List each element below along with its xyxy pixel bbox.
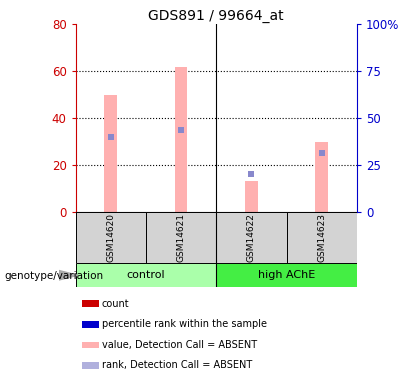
- Bar: [315, 142, 328, 212]
- Bar: [216, 262, 357, 287]
- Bar: [216, 212, 287, 262]
- Text: high AChE: high AChE: [258, 270, 315, 280]
- Text: GSM14621: GSM14621: [177, 213, 186, 262]
- Text: GSM14623: GSM14623: [318, 213, 326, 262]
- Bar: [82, 362, 99, 369]
- Bar: [146, 212, 216, 262]
- Bar: [105, 95, 117, 212]
- Bar: [82, 321, 99, 327]
- Bar: [82, 300, 99, 307]
- Text: value, Detection Call = ABSENT: value, Detection Call = ABSENT: [102, 340, 257, 350]
- Text: percentile rank within the sample: percentile rank within the sample: [102, 319, 267, 329]
- Bar: [76, 212, 146, 262]
- Text: count: count: [102, 298, 129, 309]
- Text: control: control: [127, 270, 165, 280]
- Title: GDS891 / 99664_at: GDS891 / 99664_at: [149, 9, 284, 23]
- Text: genotype/variation: genotype/variation: [4, 271, 103, 280]
- Bar: [245, 182, 258, 212]
- Bar: [175, 67, 187, 212]
- Text: GSM14620: GSM14620: [106, 213, 115, 262]
- Bar: [76, 262, 216, 287]
- Bar: [82, 342, 99, 348]
- Bar: [287, 212, 357, 262]
- Text: rank, Detection Call = ABSENT: rank, Detection Call = ABSENT: [102, 360, 252, 370]
- Polygon shape: [59, 270, 78, 280]
- Text: GSM14622: GSM14622: [247, 213, 256, 262]
